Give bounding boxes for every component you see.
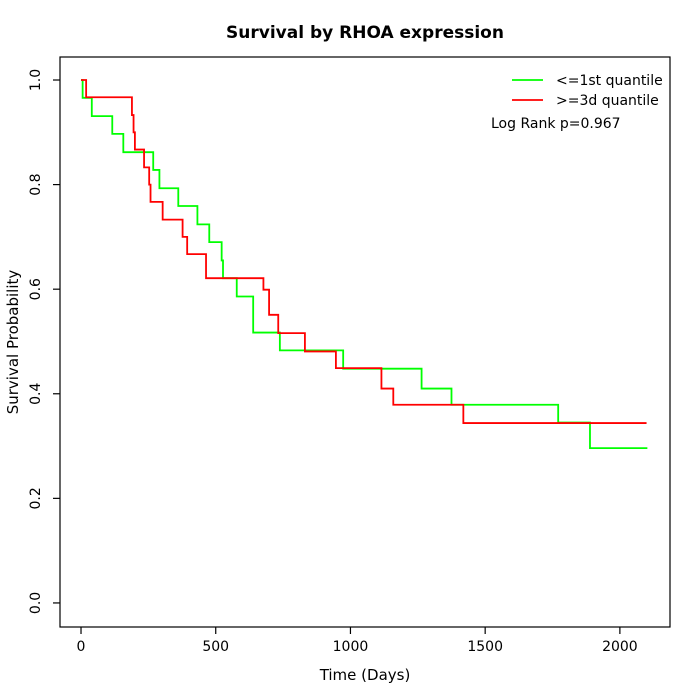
chart-title: Survival by RHOA expression (226, 23, 504, 43)
x-tick-label: 0 (77, 639, 86, 655)
y-tick-label: 0.2 (28, 487, 44, 509)
y-tick-label: 1.0 (28, 69, 44, 91)
legend-label-first-quantile: <=1st quantile (556, 73, 663, 89)
x-tick-label: 2000 (602, 639, 638, 655)
x-tick-label: 1000 (333, 639, 369, 655)
legend-label-third-quantile: >=3d quantile (556, 93, 659, 109)
x-tick-label: 1500 (467, 639, 503, 655)
legend: <=1st quantile >=3d quantile Log Rank p=… (491, 73, 663, 132)
y-axis-ticks: 0.0 0.2 0.4 0.6 0.8 1.0 (28, 69, 60, 614)
y-axis-label: Survival Probability (4, 270, 22, 415)
y-tick-label: 0.6 (28, 278, 44, 300)
log-rank-annotation: Log Rank p=0.967 (491, 116, 621, 132)
survival-curves (81, 79, 648, 450)
y-tick-label: 0.8 (28, 173, 44, 195)
y-tick-label: 0.4 (28, 383, 44, 405)
x-axis-ticks: 0 500 1000 1500 2000 (77, 627, 638, 655)
km-curve-third-quantile (81, 79, 647, 424)
plot-box (59, 56, 671, 628)
y-tick-label: 0.0 (28, 592, 44, 614)
x-axis-label: Time (Days) (319, 666, 411, 684)
x-tick-label: 500 (202, 639, 229, 655)
km-curve-first-quantile (81, 79, 648, 450)
